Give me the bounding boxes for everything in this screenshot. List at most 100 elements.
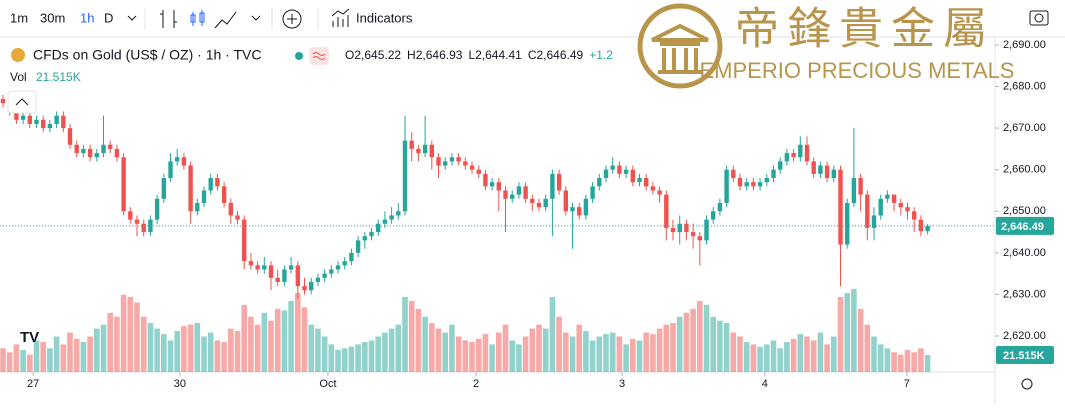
- time-tick-label: 4: [762, 378, 768, 390]
- volume-bar: [274, 308, 281, 372]
- volume-bar: [120, 294, 127, 372]
- volume-bar: [321, 336, 328, 372]
- time-tick-label: 7: [904, 378, 910, 390]
- volume-bar: [556, 316, 562, 372]
- candle-body: [396, 211, 401, 216]
- candle-body: [121, 157, 126, 212]
- volume-title: Vol: [10, 70, 27, 84]
- candle-body: [690, 232, 696, 237]
- candle-body: [764, 178, 770, 183]
- candle-body: [697, 236, 703, 241]
- candle-body: [161, 178, 167, 199]
- candle-body: [141, 223, 146, 233]
- volume-bar: [676, 316, 683, 372]
- candle-body: [704, 219, 709, 241]
- volume-bar: [241, 304, 248, 372]
- volume-bar: [442, 332, 449, 372]
- volume-bar: [382, 332, 388, 372]
- volume-bar: [375, 336, 382, 372]
- interval-d[interactable]: D: [104, 10, 113, 25]
- volume-bar: [643, 332, 650, 372]
- volume-bar: [33, 340, 40, 372]
- candle-body: [617, 165, 622, 174]
- logo: 帝鋒貴金屬 EMPERIO PRECIOUS METALS: [637, 3, 1014, 89]
- last-volume-badge: [996, 346, 1054, 365]
- candle-body: [20, 115, 26, 120]
- candle-body: [684, 223, 689, 233]
- bar-icon[interactable]: [160, 10, 177, 28]
- candle-body: [416, 148, 421, 154]
- candle-body: [74, 144, 79, 154]
- candle-body: [382, 219, 388, 224]
- candle-body: [27, 115, 33, 124]
- ohlc-values: O2,645.22 H2,646.93 L2,644.41 C2,646.49 +1.2: [345, 48, 613, 62]
- volume-bar: [408, 300, 415, 372]
- volume-bar: [790, 338, 797, 372]
- candle-body: [657, 190, 662, 195]
- volume-bar: [502, 324, 509, 372]
- candle-body: [422, 144, 428, 154]
- candle-body: [577, 207, 582, 216]
- collapse-button[interactable]: [7, 90, 37, 114]
- candle-body: [34, 119, 39, 124]
- indicators-button[interactable]: Indicators: [356, 10, 413, 25]
- volume-bar: [315, 328, 321, 372]
- candle-body: [905, 207, 910, 212]
- candle-body: [510, 194, 515, 199]
- time-tick-label: 3: [619, 378, 625, 390]
- candle-icon[interactable]: [190, 10, 205, 26]
- symbol-icon: [11, 48, 25, 62]
- ohlc-item: O2,645.22: [345, 48, 401, 62]
- candle-body: [630, 169, 636, 183]
- candle-body: [188, 165, 193, 212]
- candle-body: [0, 99, 6, 104]
- last-price-badge: [996, 216, 1054, 235]
- dropdown[interactable]: [251, 15, 261, 21]
- candle-body: [489, 182, 495, 187]
- candle-body: [483, 173, 488, 187]
- settings-icon[interactable]: [1021, 378, 1033, 390]
- dropdown[interactable]: [127, 15, 137, 21]
- area-icon[interactable]: [214, 11, 237, 29]
- indicators-icon[interactable]: [331, 8, 350, 27]
- candle-body: [644, 178, 649, 187]
- candle-body: [262, 265, 267, 270]
- candle-body: [302, 286, 307, 291]
- add-icon[interactable]: [282, 9, 302, 29]
- interval-1h[interactable]: 1h: [80, 10, 94, 25]
- candle-body: [737, 178, 743, 187]
- last-price-label: 2,646.49: [1001, 221, 1044, 233]
- volume-bar: [663, 324, 670, 372]
- candle-body: [516, 186, 522, 195]
- candle-body: [610, 165, 615, 170]
- candle-body: [175, 157, 180, 162]
- volume-bar: [415, 308, 422, 372]
- price-tick-label: 2,630.00: [1003, 288, 1046, 300]
- candle-body: [824, 165, 830, 179]
- volume-bar: [509, 340, 516, 372]
- candle-body: [463, 161, 468, 166]
- volume-bar: [13, 344, 20, 372]
- candle-body: [342, 261, 347, 266]
- volume-bar: [630, 338, 636, 372]
- volume-value: 21.515K: [36, 70, 81, 84]
- volume-bar: [422, 316, 428, 372]
- volume-bar: [589, 340, 596, 372]
- volume-bar: [757, 346, 763, 372]
- interval-30m[interactable]: 30m: [40, 10, 65, 25]
- volume-bar: [234, 330, 241, 372]
- volume-bar: [395, 324, 402, 372]
- candle-body: [831, 169, 837, 179]
- volume-bar: [114, 316, 120, 372]
- volume-bar: [147, 323, 154, 372]
- candle-body: [556, 173, 562, 191]
- volume-bar: [522, 336, 529, 372]
- volume-bar: [844, 293, 851, 372]
- candle-body: [476, 169, 481, 174]
- candle-body: [295, 265, 301, 287]
- volume-bar: [462, 340, 469, 372]
- candle-body: [637, 178, 642, 183]
- camera-icon[interactable]: [1029, 10, 1049, 26]
- interval-1m[interactable]: 1m: [10, 10, 28, 25]
- candle-body: [711, 211, 716, 220]
